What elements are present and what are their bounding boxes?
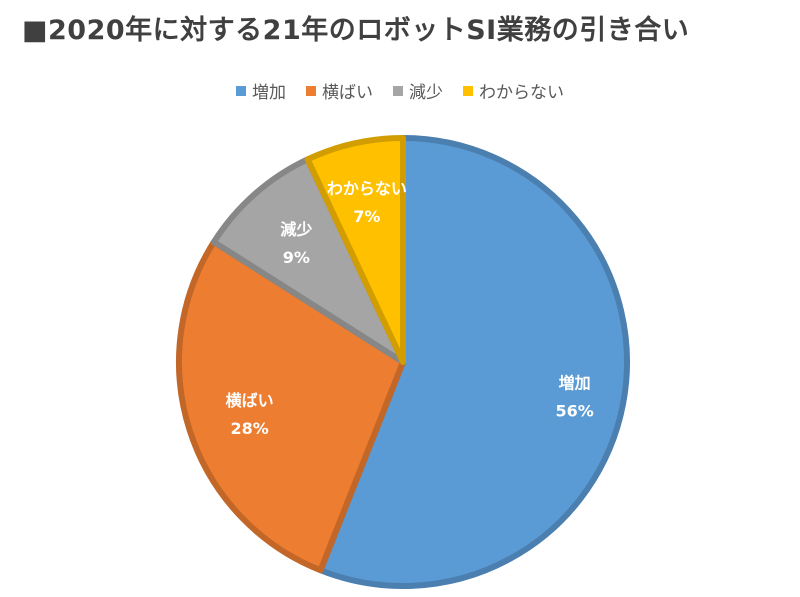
legend-swatch-unknown bbox=[463, 85, 473, 96]
legend-label-unknown: わからない bbox=[479, 83, 564, 103]
slice-value-decrease: 9% bbox=[283, 248, 310, 267]
pie-slice-increase bbox=[317, 135, 630, 589]
pie-slice-unknown bbox=[304, 135, 406, 365]
slice-value-increase: 56% bbox=[555, 402, 593, 421]
legend-swatch-flat bbox=[306, 85, 316, 96]
legend-item-decrease: 減少 bbox=[393, 78, 443, 103]
slice-label-flat: 横ばい bbox=[226, 391, 274, 410]
pie-slice-decrease bbox=[210, 156, 406, 365]
slice-label-decrease: 減少 bbox=[280, 220, 312, 239]
legend-swatch-increase bbox=[236, 85, 246, 96]
slice-label-unknown: わからない bbox=[327, 179, 407, 198]
legend-item-increase: 増加 bbox=[236, 78, 286, 103]
legend-label-flat: 横ばい bbox=[322, 83, 373, 103]
slice-label-increase: 増加 bbox=[559, 374, 591, 393]
legend-label-decrease: 減少 bbox=[409, 83, 443, 103]
chart-title: ■2020年に対する21年のロボットSI業務の引き合い bbox=[22, 15, 690, 46]
pie-slice-flat bbox=[176, 238, 406, 574]
legend-label-increase: 増加 bbox=[252, 83, 286, 103]
legend-swatch-decrease bbox=[393, 85, 403, 96]
slice-value-flat: 28% bbox=[230, 419, 268, 438]
slice-value-unknown: 7% bbox=[353, 207, 380, 226]
legend: 増加 横ばい 減少 わからない bbox=[0, 78, 800, 103]
legend-item-flat: 横ばい bbox=[306, 78, 373, 103]
legend-item-unknown: わからない bbox=[463, 78, 564, 103]
